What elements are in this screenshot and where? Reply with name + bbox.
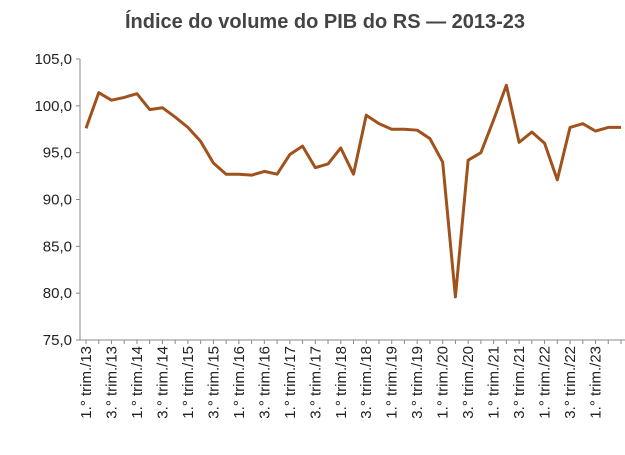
x-tick-label: 1.° trim./21	[486, 346, 503, 419]
x-tick-label: 3.° trim./22	[562, 346, 579, 419]
x-tick-label: 3.° trim./13	[103, 346, 120, 419]
x-tick-label: 1.° trim./23	[588, 346, 605, 419]
y-tick-label: 95,0	[43, 145, 72, 162]
x-tick-label: 1.° trim./22	[537, 346, 554, 419]
chart-title: Índice do volume do PIB do RS — 2013-23	[125, 10, 525, 33]
x-tick-label: 3.° trim./17	[307, 346, 324, 419]
y-tick-label: 90,0	[43, 192, 72, 209]
x-tick-label: 3.° trim./16	[256, 346, 273, 419]
x-tick-label: 1.° trim./13	[78, 346, 95, 419]
x-tick-label: 1.° trim./20	[435, 346, 452, 419]
x-tick-label: 1.° trim./16	[231, 346, 248, 419]
y-tick-label: 85,0	[43, 238, 72, 255]
x-tick-label: 1.° trim./14	[129, 346, 146, 419]
x-tick-label: 3.° trim./18	[358, 346, 375, 419]
x-tick-label: 1.° trim./19	[384, 346, 401, 419]
x-tick-label: 3.° trim./20	[460, 346, 477, 419]
y-tick-label: 75,0	[43, 332, 72, 349]
x-tick-label: 3.° trim./19	[409, 346, 426, 419]
x-tick-label: 1.° trim./17	[282, 346, 299, 419]
x-tick-label: 1.° trim./18	[333, 346, 350, 419]
y-tick-label: 105,0	[34, 51, 72, 68]
x-tick-label: 3.° trim./14	[154, 346, 171, 419]
x-tick-label: 3.° trim./15	[205, 346, 222, 419]
line	[84, 83, 621, 299]
x-tick-label: 3.° trim./21	[511, 346, 528, 419]
y-tick-label: 100,0	[34, 98, 72, 115]
y-tick-label: 80,0	[43, 285, 72, 302]
x-tick-label: 1.° trim./15	[180, 346, 197, 419]
